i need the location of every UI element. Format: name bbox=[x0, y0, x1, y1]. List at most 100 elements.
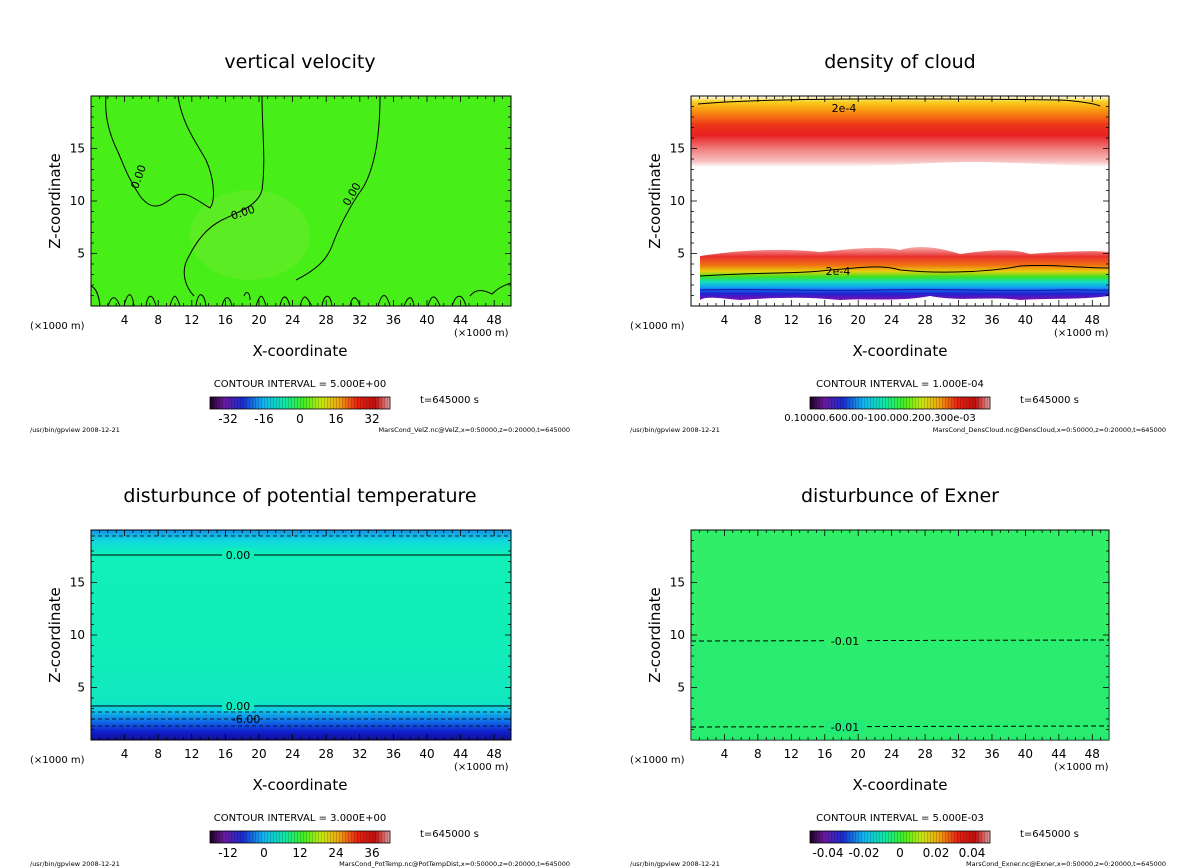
x-tick-label: 36 bbox=[984, 747, 999, 761]
contour-line bbox=[699, 264, 1110, 277]
x-unit-label: (×1000 m) bbox=[630, 321, 685, 332]
x-tick-label: 44 bbox=[453, 313, 468, 327]
contour-interval: CONTOUR INTERVAL = 5.000E-03 bbox=[816, 813, 984, 824]
colorbar-tick-label: 32 bbox=[364, 412, 379, 426]
x-tick-label: 32 bbox=[951, 747, 966, 761]
x-tick-label: 4 bbox=[121, 747, 129, 761]
label-bg bbox=[826, 720, 864, 733]
x-tick-label: 48 bbox=[487, 313, 502, 327]
x-tick-label: 16 bbox=[218, 313, 233, 327]
x-tick-label: 8 bbox=[754, 313, 762, 327]
footer-left: /usr/bin/gpview 2008-12-21 bbox=[630, 426, 720, 434]
x-tick-label: 12 bbox=[184, 313, 199, 327]
x-tick-label: 4 bbox=[121, 313, 129, 327]
y-tick-label: 15 bbox=[70, 142, 85, 156]
contour-line bbox=[690, 639, 1110, 642]
contour-interval: CONTOUR INTERVAL = 1.000E-04 bbox=[816, 379, 984, 390]
y-axis-label: Z-coordinate bbox=[46, 153, 64, 248]
x-tick-label: 40 bbox=[1018, 747, 1033, 761]
chart-title: disturbunce of potential temperature bbox=[123, 485, 476, 507]
colorbar-tick-label: 16 bbox=[328, 412, 343, 426]
x-axis-label: X-coordinate bbox=[253, 342, 348, 360]
x-tick-label: 48 bbox=[1085, 747, 1100, 761]
footer-left: /usr/bin/gpview 2008-12-21 bbox=[30, 860, 120, 868]
colorbar-lines bbox=[210, 831, 390, 843]
label-bg bbox=[826, 634, 864, 647]
contour-line bbox=[183, 95, 265, 297]
colorbar-lines bbox=[810, 831, 990, 843]
y-axis-label: Z-coordinate bbox=[46, 587, 64, 682]
x-tick-label: 24 bbox=[884, 313, 899, 327]
contour-label: -6.00 bbox=[232, 713, 260, 726]
plot-area bbox=[90, 95, 512, 307]
contour-label: 0.00 bbox=[226, 700, 251, 713]
panel-potential-temperature: disturbunce of potential temperature 0.0… bbox=[30, 485, 570, 868]
y-tick-label: 5 bbox=[77, 247, 85, 261]
footer-left: /usr/bin/gpview 2008-12-21 bbox=[630, 860, 720, 868]
plot-shading bbox=[190, 190, 310, 280]
colorbar-tick-label: 0 bbox=[296, 412, 304, 426]
colorbar-tick-label: 36 bbox=[364, 846, 379, 860]
x-tick-label: 28 bbox=[319, 747, 334, 761]
x-tick-label: 24 bbox=[285, 747, 300, 761]
colorbar-label: 0.10000.600.00-100.000.200.300e-03 bbox=[784, 413, 976, 424]
contour-line bbox=[295, 95, 381, 281]
x-tick-label: 20 bbox=[851, 747, 866, 761]
x-unit-label: (×1000 m) bbox=[30, 755, 85, 766]
colorbar-tick-label: 12 bbox=[292, 846, 307, 860]
colorbar-tick-label: -16 bbox=[254, 412, 274, 426]
x-tick-label: 4 bbox=[721, 313, 729, 327]
x-unit-label: (×1000 m) bbox=[1054, 762, 1109, 773]
footer-right: MarsCond_VelZ.nc@VelZ,x=0:50000,z=0:2000… bbox=[379, 426, 570, 434]
contour-label: 0.00 bbox=[226, 549, 251, 562]
panel-density-of-cloud: density of cloud 2e-4 2e-4 Z-coordinate … bbox=[630, 51, 1166, 434]
colorbar-tick-label: -0.02 bbox=[848, 846, 879, 860]
x-tick-label: 36 bbox=[386, 313, 401, 327]
x-tick-label: 20 bbox=[251, 747, 266, 761]
x-tick-label: 16 bbox=[817, 313, 832, 327]
colorbar-tick-label: -12 bbox=[218, 846, 238, 860]
panel-vertical-velocity: vertical velocity 0.00 0.00 0.00 Z-coord… bbox=[30, 51, 570, 434]
time-label: t=645000 s bbox=[420, 395, 479, 406]
plot-area bbox=[90, 529, 512, 741]
contour-line bbox=[690, 725, 1110, 728]
x-tick-label: 40 bbox=[1018, 313, 1033, 327]
x-tick-label: 8 bbox=[154, 747, 162, 761]
contour-label: -0.01 bbox=[831, 721, 859, 734]
contour-label: 2e-4 bbox=[832, 102, 857, 115]
contour-line bbox=[697, 98, 1101, 107]
colorbar-lines bbox=[810, 397, 990, 409]
x-tick-label: 44 bbox=[1051, 313, 1066, 327]
contour-interval: CONTOUR INTERVAL = 3.000E+00 bbox=[214, 813, 386, 824]
contour-line bbox=[105, 95, 214, 209]
contour-line bbox=[699, 288, 1110, 292]
x-unit-label: (×1000 m) bbox=[454, 328, 509, 339]
colorbar-tick-label: -0.04 bbox=[812, 846, 843, 860]
x-tick-label: 36 bbox=[984, 313, 999, 327]
chart-title: disturbunce of Exner bbox=[801, 485, 999, 507]
y-tick-label: 10 bbox=[70, 628, 85, 642]
x-tick-label: 20 bbox=[251, 313, 266, 327]
label-bg bbox=[222, 699, 254, 711]
x-axis-label: X-coordinate bbox=[853, 776, 948, 794]
x-tick-label: 32 bbox=[951, 313, 966, 327]
y-tick-label: 15 bbox=[670, 142, 685, 156]
x-tick-label: 28 bbox=[319, 313, 334, 327]
x-tick-label: 24 bbox=[884, 747, 899, 761]
colorbar-tick-label: 0.02 bbox=[923, 846, 950, 860]
y-axis-label: Z-coordinate bbox=[646, 587, 664, 682]
x-tick-label: 28 bbox=[917, 313, 932, 327]
contour-line bbox=[90, 282, 512, 307]
x-tick-label: 12 bbox=[784, 747, 799, 761]
x-axis-label: X-coordinate bbox=[253, 776, 348, 794]
y-tick-label: 15 bbox=[70, 576, 85, 590]
x-unit-label: (×1000 m) bbox=[454, 762, 509, 773]
contour-label: 2e-4 bbox=[826, 265, 851, 278]
x-tick-label: 8 bbox=[154, 313, 162, 327]
y-tick-label: 10 bbox=[670, 194, 685, 208]
time-label: t=645000 s bbox=[1020, 395, 1079, 406]
colorbar-tick-label: -32 bbox=[218, 412, 238, 426]
x-tick-label: 4 bbox=[721, 747, 729, 761]
x-tick-label: 44 bbox=[1051, 747, 1066, 761]
